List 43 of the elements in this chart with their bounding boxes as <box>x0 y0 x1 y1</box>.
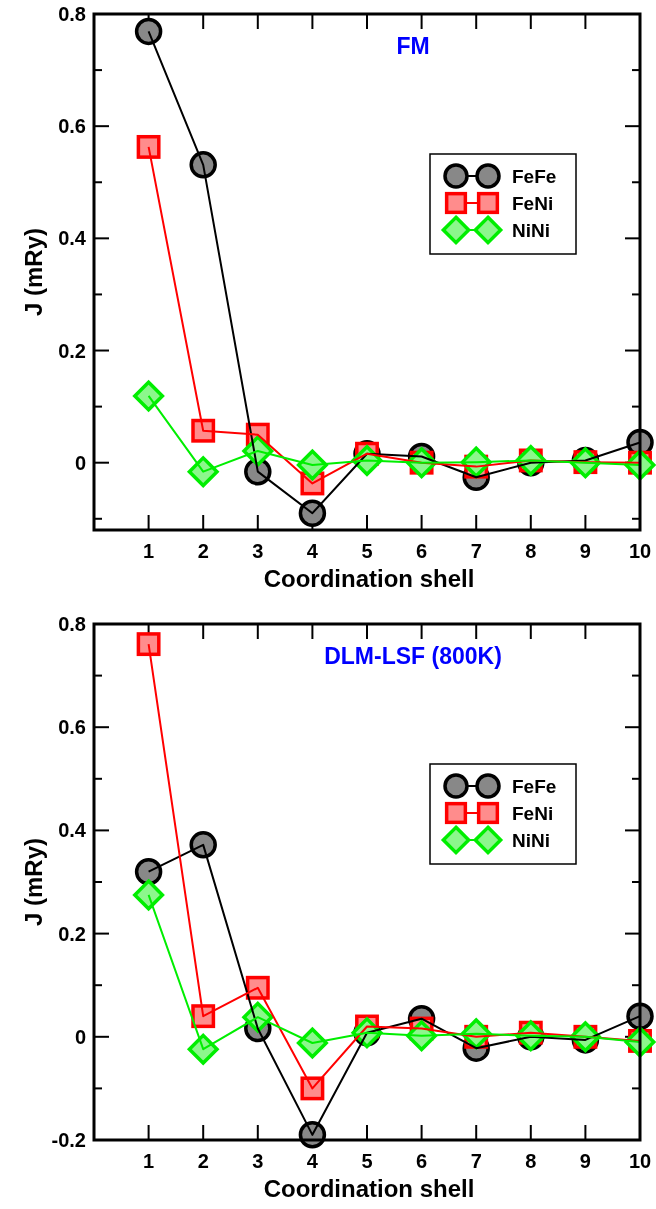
legend-label: FeFe <box>512 166 557 187</box>
y-tick-label: 0.6 <box>58 115 86 138</box>
x-tick-label: 6 <box>416 540 428 562</box>
y-tick-label: 0.2 <box>58 339 86 362</box>
x-tick-label: 5 <box>361 540 373 562</box>
x-tick-label: 9 <box>579 1150 591 1172</box>
x-tick-label: 7 <box>470 1150 482 1172</box>
y-tick-label: 0.6 <box>58 716 86 739</box>
x-tick-label: 10 <box>628 540 652 562</box>
legend-label: FeNi <box>512 803 554 824</box>
y-axis-title: J (mRy) <box>20 837 47 927</box>
legend-label: FeNi <box>512 193 554 214</box>
x-tick-label: 3 <box>252 1150 264 1172</box>
x-tick-label: 8 <box>525 540 537 562</box>
text: DLM-LSF (800K) <box>324 643 502 669</box>
x-axis-title: Coordination shell <box>263 565 475 592</box>
y-tick-label: 0.4 <box>58 227 87 250</box>
y-tick-label: 0.8 <box>58 3 86 25</box>
y-tick-label: 0.2 <box>58 922 86 945</box>
x-tick-label: 5 <box>361 1150 373 1172</box>
x-tick-label: 6 <box>416 1150 428 1172</box>
x-tick-label: 4 <box>306 1150 319 1172</box>
y-tick-label: 0 <box>74 1025 86 1048</box>
legend-label: NiNi <box>512 830 550 851</box>
x-tick-label: 8 <box>525 1150 537 1172</box>
x-tick-label: 1 <box>143 1150 155 1172</box>
x-tick-label: 2 <box>197 540 209 562</box>
text: FM <box>396 33 430 59</box>
x-tick-label: 2 <box>197 1150 209 1172</box>
legend-label: NiNi <box>512 220 550 241</box>
y-tick-label: 0.8 <box>58 613 86 635</box>
x-tick-label: 9 <box>579 540 591 562</box>
x-tick-label: 3 <box>252 540 264 562</box>
x-tick-label: 7 <box>470 540 482 562</box>
legend-label: FeFe <box>512 776 557 797</box>
x-tick-label: 10 <box>628 1150 652 1172</box>
y-axis-title: J (mRy) <box>20 227 47 317</box>
x-tick-label: 4 <box>306 540 319 562</box>
y-tick-label: 0.4 <box>58 819 87 842</box>
y-tick-label: -0.2 <box>51 1129 86 1151</box>
y-tick-label: 0 <box>74 451 86 474</box>
x-tick-label: 1 <box>143 540 155 562</box>
x-axis-title: Coordination shell <box>263 1175 475 1202</box>
